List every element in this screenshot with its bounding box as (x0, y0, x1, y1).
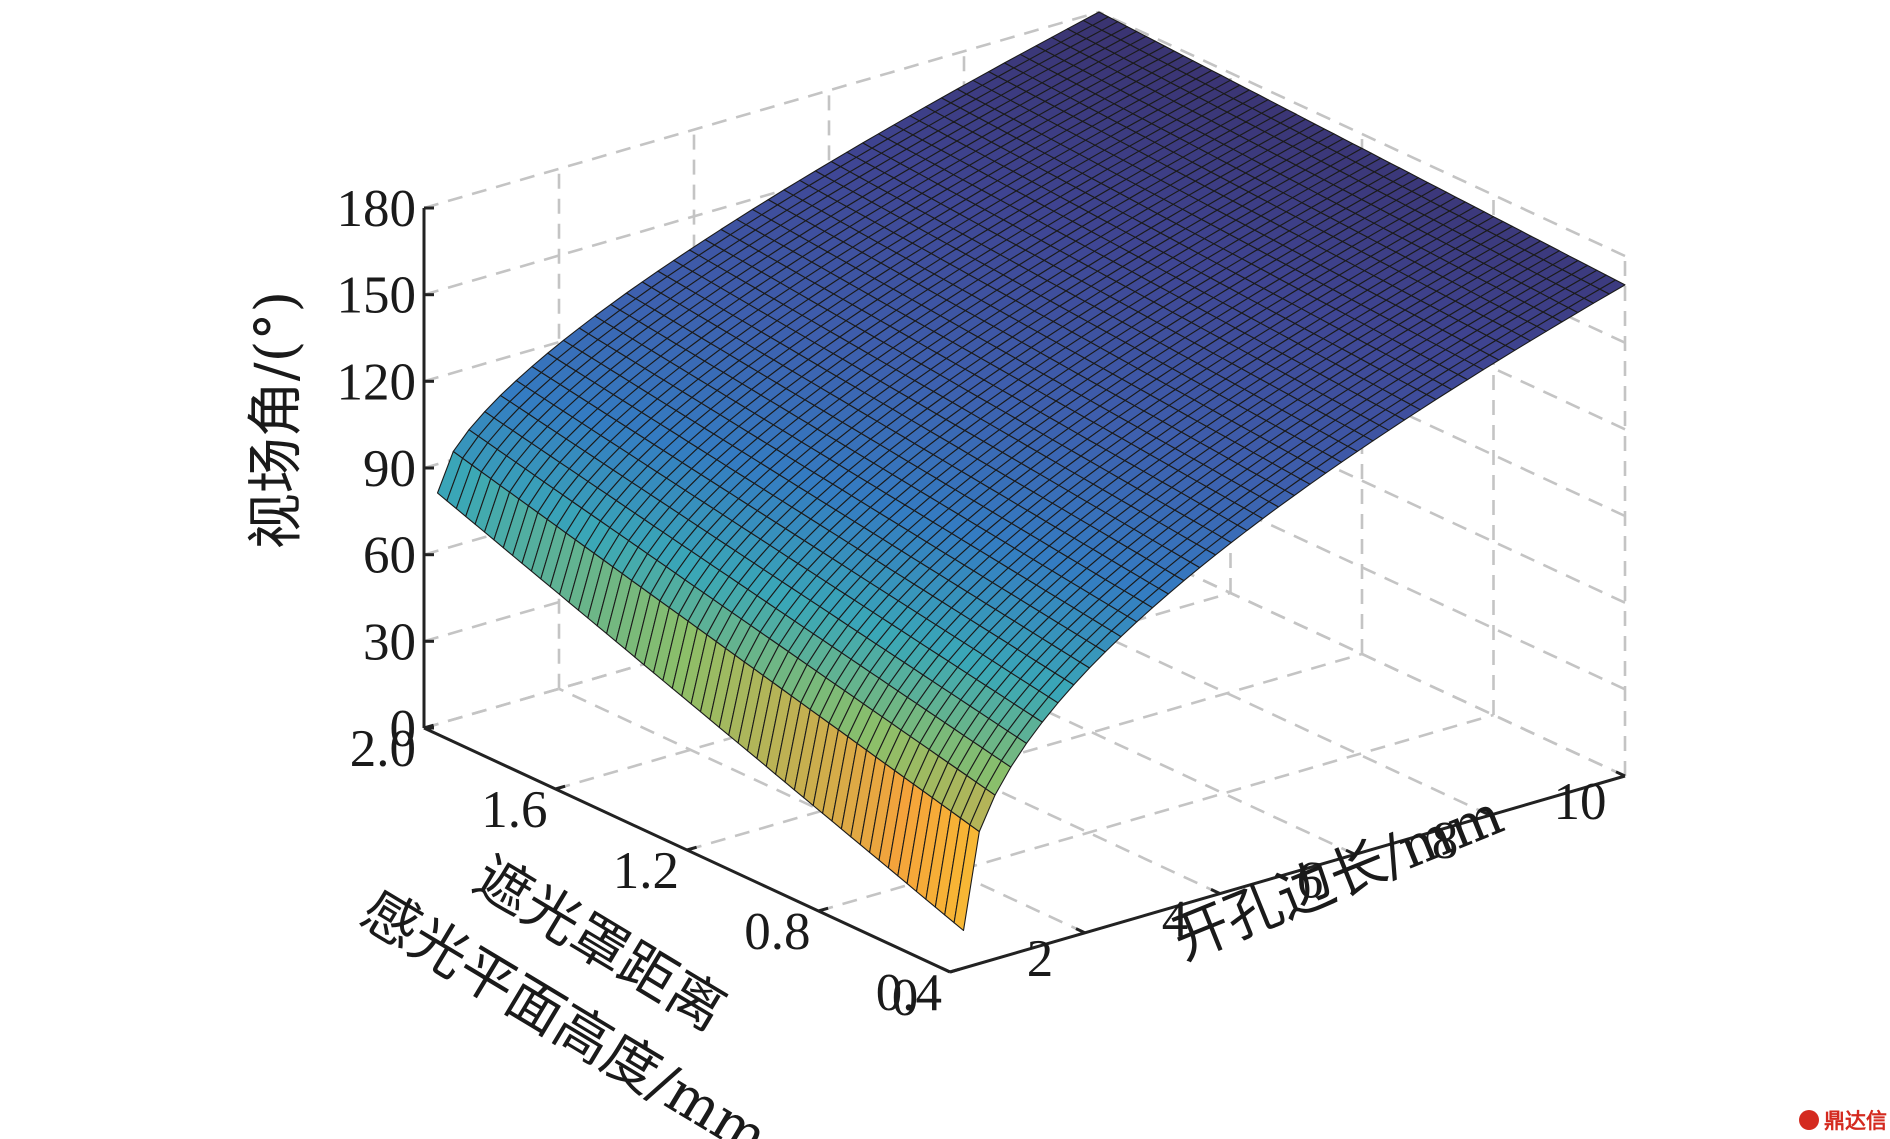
y-tick-label: 0.8 (744, 903, 810, 961)
y-tick-label: 2.0 (350, 720, 416, 778)
grid-line (686, 652, 1363, 852)
z-tick-label: 120 (337, 353, 417, 411)
watermark-logo-icon (1799, 1110, 1819, 1130)
z-tick-label: 0 (390, 700, 417, 758)
x-tick-mark (1480, 809, 1491, 817)
axes (422, 206, 1626, 974)
grid-line (1098, 10, 1626, 258)
x-tick-mark (1345, 848, 1356, 856)
y-tick-label: 1.6 (481, 781, 547, 839)
x-axis-label: 开孔边长/mm (1164, 782, 1512, 973)
x-tick-mark (1210, 888, 1221, 895)
grid-line (423, 10, 1100, 210)
z-tick-label: 30 (363, 613, 416, 671)
grid-line (818, 713, 1494, 913)
y-tick-mark (686, 845, 698, 852)
z-axis-label: 视场角/(°) (244, 291, 309, 550)
z-tick-label: 180 (337, 180, 417, 238)
x-tick-label: 0 (892, 969, 919, 1027)
y-tick-mark (818, 906, 829, 913)
watermark: 鼎达信 (1799, 1109, 1887, 1133)
x-tick-label: 2 (1027, 930, 1054, 988)
x-axis-line (949, 774, 1626, 974)
z-tick-label: 60 (363, 527, 416, 585)
surface-face (1599, 279, 1626, 295)
watermark-text: 鼎达信 (1824, 1109, 1887, 1133)
x-tick-label: 8 (1432, 812, 1459, 870)
z-tick-label: 90 (363, 440, 416, 498)
x-tick-label: 4 (1162, 891, 1189, 949)
x-tick-label: 6 (1297, 851, 1324, 909)
surface-plot (436, 11, 1626, 932)
y-tick-label: 0.4 (876, 964, 942, 1022)
x-tick-mark (1075, 927, 1086, 935)
z-tick-label: 150 (337, 267, 417, 325)
y-tick-mark (555, 784, 566, 791)
x-tick-label: 10 (1554, 773, 1607, 831)
x-tick-mark (1615, 770, 1626, 778)
y-tick-label: 1.2 (613, 842, 679, 900)
y-tick-mark (949, 967, 961, 974)
x-tick-mark (940, 966, 951, 974)
